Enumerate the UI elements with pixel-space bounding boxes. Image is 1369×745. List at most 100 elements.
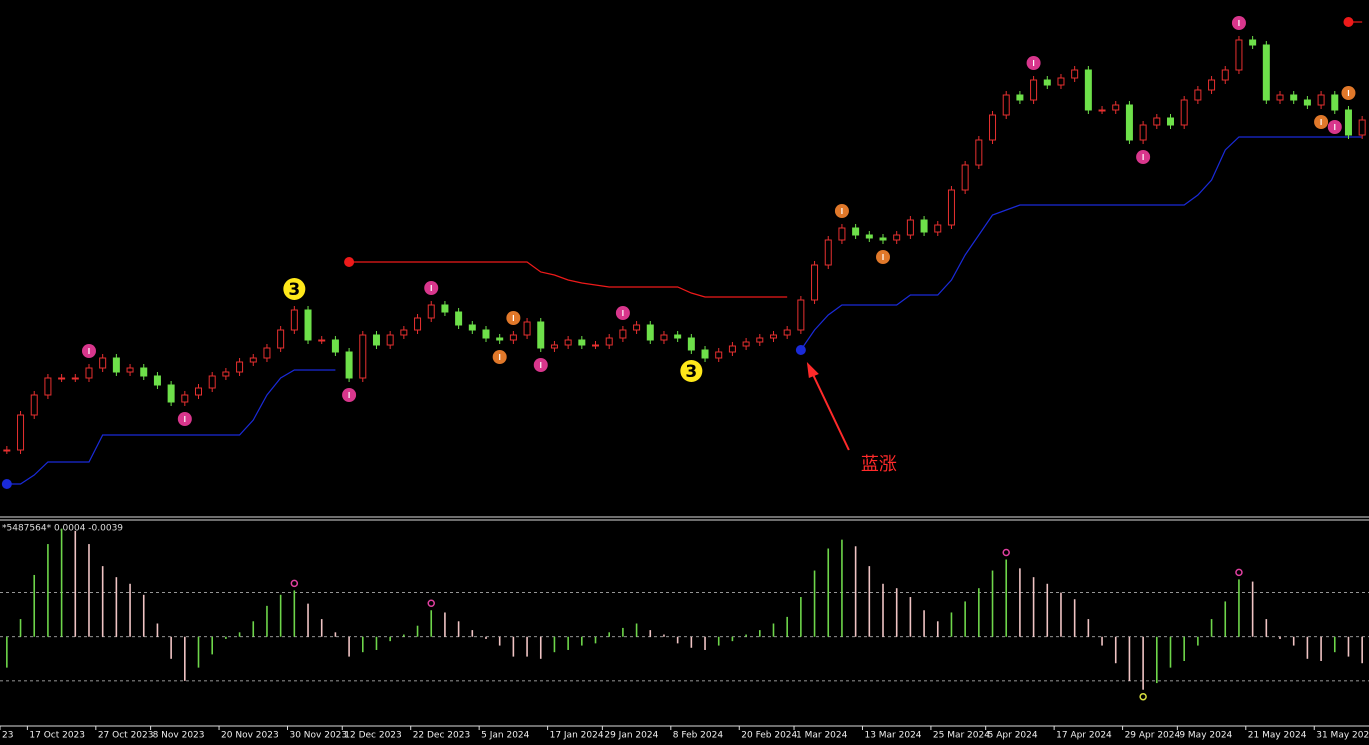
annotation-arrowhead bbox=[806, 362, 819, 378]
candle bbox=[167, 384, 175, 403]
candle bbox=[3, 449, 11, 452]
candle bbox=[1317, 94, 1325, 106]
candle bbox=[646, 324, 654, 341]
candle bbox=[1125, 104, 1133, 141]
candle bbox=[236, 361, 244, 373]
support-line bbox=[800, 136, 1363, 351]
candle bbox=[290, 309, 298, 331]
candle bbox=[1002, 94, 1010, 116]
candle bbox=[728, 345, 736, 353]
candle bbox=[605, 337, 613, 346]
candle bbox=[783, 329, 791, 336]
candle bbox=[687, 337, 695, 351]
candle bbox=[769, 334, 777, 339]
x-tick-label: 20 Nov 2023 bbox=[221, 731, 279, 741]
candle bbox=[1180, 99, 1188, 126]
candle bbox=[140, 367, 148, 377]
candle bbox=[112, 357, 120, 373]
candle bbox=[619, 329, 627, 339]
candle bbox=[1262, 44, 1270, 101]
candle bbox=[58, 377, 66, 380]
candle bbox=[468, 324, 476, 331]
candle bbox=[345, 351, 353, 379]
candle bbox=[331, 339, 339, 353]
candle bbox=[756, 337, 764, 343]
candle bbox=[153, 375, 161, 386]
x-tick-label: 27 Oct 2023 bbox=[98, 731, 154, 741]
candle bbox=[1057, 77, 1065, 86]
candle bbox=[427, 304, 435, 319]
resistance-line bbox=[349, 261, 788, 298]
x-tick-label: 9 May 2024 bbox=[1179, 731, 1232, 741]
signal-marker bbox=[283, 278, 306, 300]
candle bbox=[1194, 89, 1202, 101]
x-tick-label: 31 May 2024 bbox=[1316, 731, 1369, 741]
candle bbox=[99, 357, 107, 369]
x-tick-label: 23 bbox=[2, 731, 13, 741]
candle bbox=[1030, 79, 1038, 101]
candle bbox=[852, 227, 860, 236]
signal-marker bbox=[680, 360, 703, 382]
candle bbox=[633, 324, 641, 331]
candle bbox=[1071, 69, 1079, 79]
candle bbox=[386, 334, 394, 346]
candle bbox=[17, 414, 25, 451]
signal-label: 3 bbox=[685, 362, 697, 382]
candle bbox=[195, 387, 203, 396]
candle bbox=[564, 339, 572, 346]
candle bbox=[674, 334, 682, 339]
candle bbox=[1249, 39, 1257, 46]
x-tick-label: 12 Dec 2023 bbox=[344, 731, 402, 741]
candle bbox=[304, 309, 312, 341]
x-tick-label: 21 May 2024 bbox=[1248, 731, 1307, 741]
candle bbox=[811, 264, 819, 301]
candle bbox=[865, 234, 873, 239]
resistance-dot bbox=[344, 257, 355, 267]
candle bbox=[1098, 109, 1106, 112]
candle bbox=[263, 347, 271, 359]
candle bbox=[893, 234, 901, 241]
candle bbox=[126, 367, 134, 373]
candle bbox=[1112, 104, 1120, 111]
candle bbox=[181, 394, 189, 403]
candle bbox=[592, 344, 600, 347]
x-tick-label: 30 Nov 2023 bbox=[289, 731, 347, 741]
candle bbox=[906, 219, 914, 236]
x-tick-label: 25 Mar 2024 bbox=[933, 731, 990, 741]
candle bbox=[660, 334, 668, 341]
candle bbox=[1235, 39, 1243, 71]
candle bbox=[975, 139, 983, 166]
candle bbox=[509, 334, 517, 341]
candle bbox=[920, 219, 928, 233]
annotation: 蓝涨 bbox=[861, 454, 897, 475]
support-dot bbox=[1, 479, 12, 489]
candle bbox=[989, 114, 997, 141]
candle bbox=[30, 394, 38, 416]
candle bbox=[1043, 79, 1051, 86]
candle bbox=[1358, 119, 1366, 136]
x-tick-label: 17 Apr 2024 bbox=[1056, 731, 1112, 741]
support-dot bbox=[795, 345, 806, 355]
indicator-signal bbox=[290, 579, 299, 588]
support-line bbox=[6, 369, 336, 485]
candle bbox=[359, 334, 367, 379]
candle bbox=[523, 321, 531, 336]
indicator-title: *5487564* 0.0004 -0.0039 bbox=[2, 524, 123, 534]
candle bbox=[934, 224, 942, 233]
annotation-arrow bbox=[809, 369, 850, 451]
candle bbox=[550, 344, 558, 349]
candle bbox=[482, 329, 490, 339]
candle bbox=[961, 164, 969, 191]
candle bbox=[797, 299, 805, 331]
candle bbox=[208, 375, 216, 389]
resistance-dot bbox=[1343, 17, 1354, 27]
candle bbox=[1084, 69, 1092, 111]
x-tick-label: 17 Jan 2024 bbox=[550, 731, 604, 741]
candle bbox=[1331, 94, 1339, 111]
signal-label: 3 bbox=[288, 280, 300, 300]
candle bbox=[578, 339, 586, 346]
candle bbox=[496, 337, 504, 341]
x-tick-label: 5 Jan 2024 bbox=[481, 731, 529, 741]
candle bbox=[400, 329, 408, 336]
